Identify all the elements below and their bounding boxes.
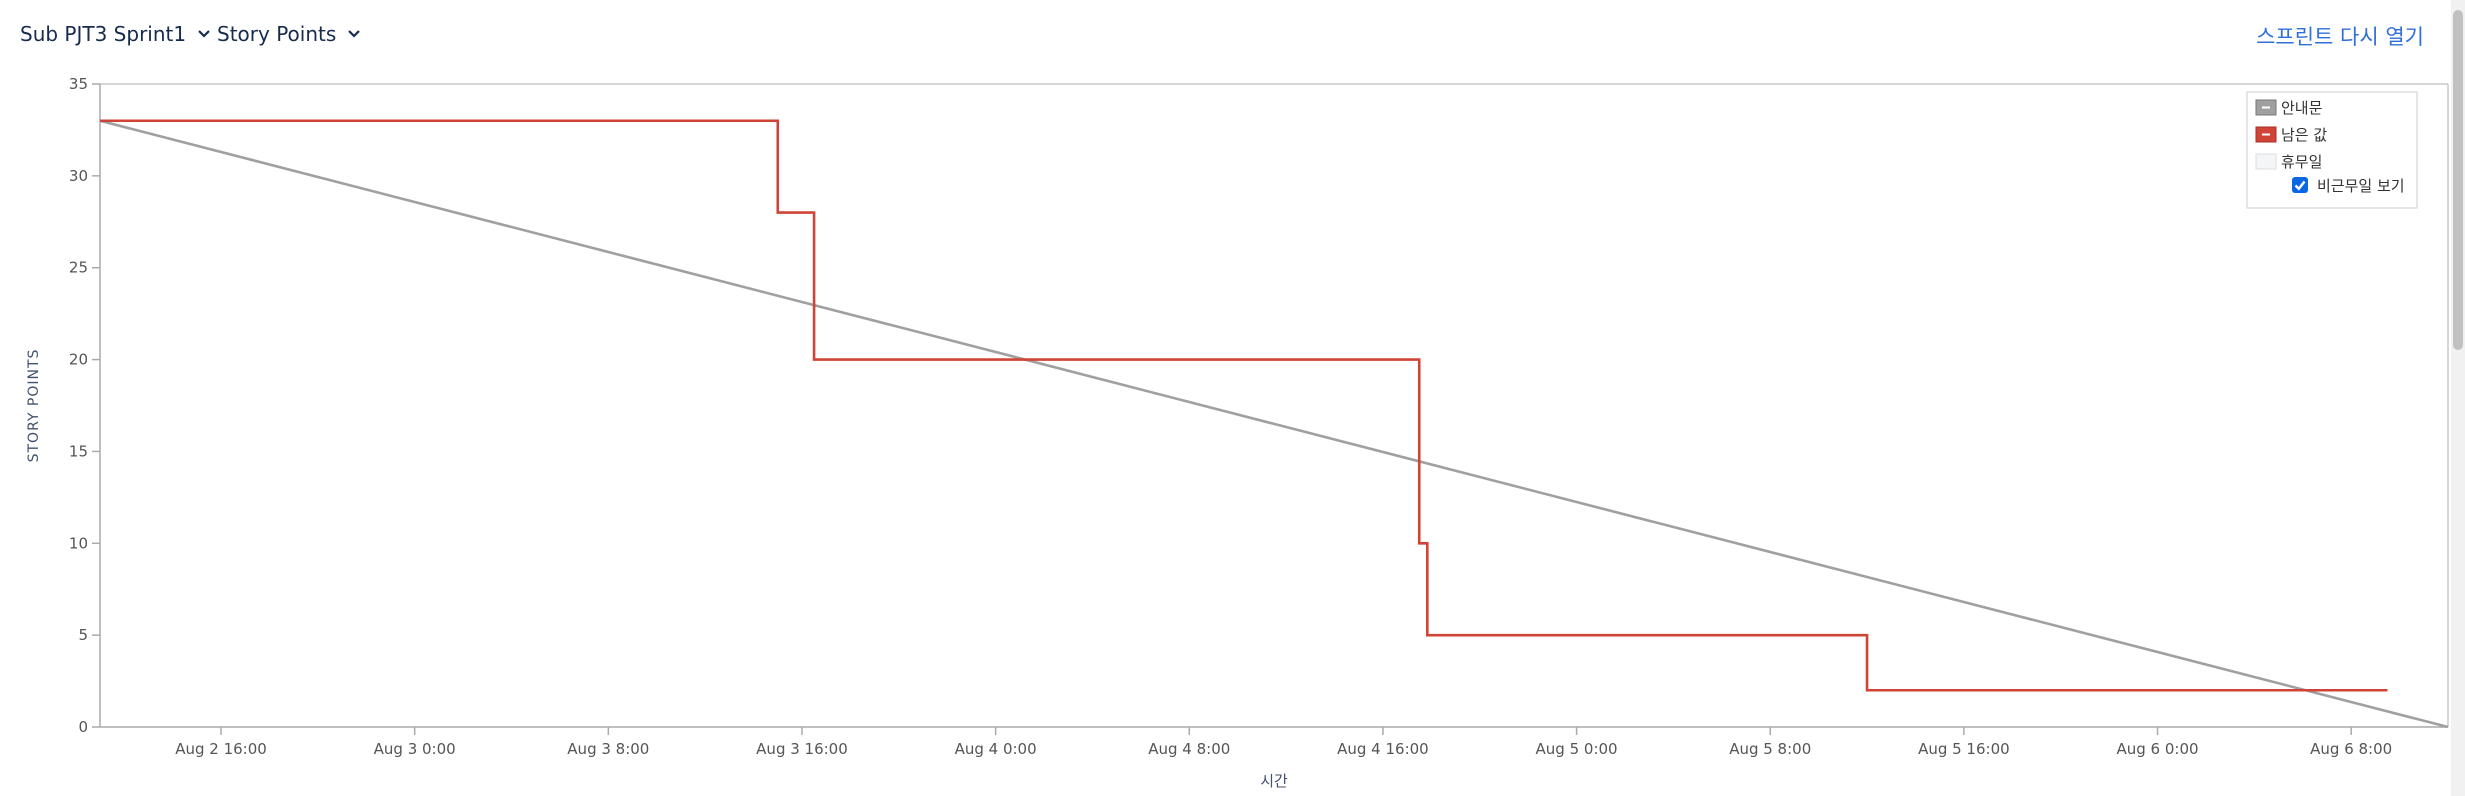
x-tick-label: Aug 3 8:00 (567, 740, 649, 758)
x-tick-label: Aug 4 16:00 (1337, 740, 1429, 758)
y-tick-label: 25 (69, 259, 88, 277)
x-tick-label: Aug 3 16:00 (756, 740, 848, 758)
y-tick-label: 20 (69, 351, 88, 369)
guideline-series-line (99, 119, 2449, 729)
x-tick-label: Aug 3 0:00 (374, 740, 456, 758)
scrollbar-thumb[interactable] (2453, 10, 2463, 350)
series-layer (99, 119, 2449, 729)
chevron-down-icon (348, 30, 361, 38)
x-axis-title: 시간 (1260, 772, 1288, 790)
y-axis-title: STORY POINTS (26, 349, 42, 463)
chevron-down-icon (198, 30, 210, 38)
y-tick-label: 10 (69, 534, 88, 552)
x-tick-label: Aug 5 8:00 (1729, 740, 1811, 758)
remaining-series-line (100, 119, 2388, 692)
vertical-scrollbar[interactable] (2451, 0, 2465, 796)
sprint-select[interactable]: Sub PJT3 Sprint1 (20, 22, 212, 46)
x-tick-label: Aug 4 8:00 (1148, 740, 1230, 758)
y-tick-label: 15 (69, 442, 88, 460)
metric-select-label: Story Points (217, 22, 337, 46)
show-non-working-checkbox[interactable] (2292, 177, 2308, 193)
chart-toolbar: Sub PJT3 Sprint1 Story Points 스프린트 다시 열기 (0, 0, 2465, 70)
checkmark-icon (2294, 180, 2306, 191)
x-tick-label: Aug 6 0:00 (2116, 740, 2198, 758)
x-tick-label: Aug 6 8:00 (2310, 740, 2392, 758)
x-tick-label: Aug 5 0:00 (1536, 740, 1618, 758)
y-axis: 0 5 10 15 20 25 30 35 (69, 75, 100, 736)
y-tick-label: 0 (78, 718, 88, 736)
y-tick-label: 30 (69, 167, 88, 185)
legend-box (2246, 91, 2418, 209)
x-tick-label: Aug 5 16:00 (1918, 740, 2010, 758)
legend-non-working-label: 휴무일 (2281, 153, 2322, 171)
show-non-working-label: 비근무일 보기 (2317, 177, 2405, 195)
legend-remaining-label: 남은 값 (2281, 126, 2327, 144)
chart-legend: 안내문 남은 값 휴무일 비근무일 보기 (2246, 91, 2418, 209)
legend-item-remaining[interactable]: 남은 값 (2255, 126, 2327, 144)
x-tick-label: Aug 2 16:00 (175, 740, 267, 758)
x-axis: Aug 2 16:00 Aug 3 0:00 Aug 3 8:00 Aug 3 16:… (175, 727, 2392, 758)
y-tick-label: 35 (69, 75, 88, 93)
legend-guideline-label: 안내문 (2281, 99, 2323, 117)
reopen-sprint-link[interactable]: 스프린트 다시 열기 (2256, 25, 2424, 49)
non-working-swatch (2255, 153, 2277, 170)
sprint-select-label: Sub PJT3 Sprint1 (20, 22, 187, 46)
y-tick-label: 5 (78, 626, 88, 644)
legend-item-non-working[interactable]: 휴무일 (2255, 153, 2322, 171)
x-tick-label: Aug 4 0:00 (955, 740, 1037, 758)
plot-area (99, 83, 2449, 728)
metric-select[interactable]: Story Points (217, 22, 362, 46)
show-non-working-toggle[interactable]: 비근무일 보기 (2292, 177, 2405, 195)
